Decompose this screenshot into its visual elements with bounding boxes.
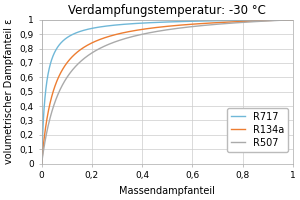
Y-axis label: volumetrischer Dampfanteil ε: volumetrischer Dampfanteil ε [4, 19, 14, 164]
R717 [190, 20, 194, 22]
R134a [190, 23, 194, 25]
R134a [85, 44, 89, 47]
R717 [136, 22, 140, 25]
Line: R717: R717 [42, 20, 293, 163]
Line: R507: R507 [42, 20, 293, 163]
R507 [291, 19, 295, 21]
Title: Verdampfungstemperatur: -30 °C: Verdampfungstemperatur: -30 °C [68, 4, 266, 17]
R507 [40, 162, 44, 165]
R717 [227, 19, 231, 22]
R717 [40, 162, 44, 164]
R507 [85, 55, 89, 57]
R134a [136, 29, 140, 31]
R717 [203, 20, 207, 22]
R134a [247, 20, 250, 22]
R717 [85, 28, 89, 31]
R134a [227, 21, 231, 23]
R507 [136, 34, 140, 36]
R134a [40, 162, 44, 165]
R717 [291, 19, 295, 21]
R507 [227, 22, 231, 25]
R717 [247, 19, 250, 21]
R134a [291, 19, 295, 21]
R507 [203, 24, 207, 27]
X-axis label: Massendampfanteil: Massendampfanteil [119, 186, 215, 196]
Legend: R717, R134a, R507: R717, R134a, R507 [227, 108, 288, 152]
R507 [190, 25, 194, 28]
Line: R134a: R134a [42, 20, 293, 163]
R134a [203, 22, 207, 25]
R507 [247, 21, 250, 23]
